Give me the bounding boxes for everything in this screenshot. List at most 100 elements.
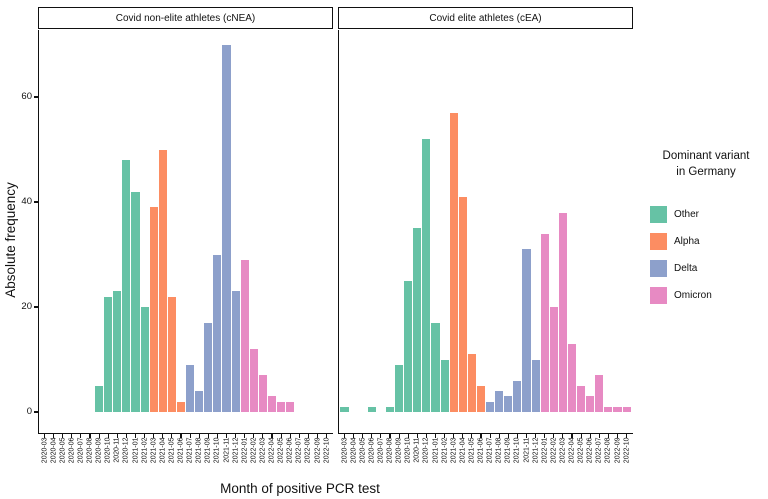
x-tick-label-month: 2022-08 <box>604 437 612 463</box>
x-tick-mark <box>253 433 255 438</box>
x-tick-label-month: 2021-08 <box>195 437 203 463</box>
x-axis-line-panel1 <box>38 433 333 435</box>
x-tick-label-month: 2021-02 <box>441 437 449 463</box>
x-tick-label-month: 2020-07 <box>77 437 85 463</box>
y-tick-label: 0 <box>26 406 32 417</box>
x-tick-mark <box>471 433 473 438</box>
bar <box>577 385 586 412</box>
x-tick-label-month: 2020-06 <box>368 437 376 463</box>
bar <box>404 280 413 412</box>
bar <box>131 191 140 412</box>
x-tick-label-month: 2020-06 <box>68 437 76 463</box>
bar <box>167 296 176 412</box>
bar <box>604 406 613 412</box>
legend-item-delta: Delta <box>650 260 768 277</box>
x-tick-mark <box>62 433 64 438</box>
facet-strip-cnea: Covid non-elite athletes (cNEA) <box>38 7 333 29</box>
x-tick-mark <box>553 433 555 438</box>
x-tick-label-month: 2022-02 <box>250 437 258 463</box>
facet-strip-label-cea: Covid elite athletes (cEA) <box>429 12 542 24</box>
bar <box>385 406 395 412</box>
x-tick-label-month: 2021-11 <box>223 437 230 463</box>
x-tick-label-month: 2020-04 <box>350 437 358 463</box>
bar <box>540 233 549 412</box>
x-tick-label-month: 2022-02 <box>550 437 558 463</box>
bar <box>440 359 449 412</box>
bar <box>467 354 476 412</box>
x-axis-title: Month of positive PCR test <box>220 481 380 496</box>
legend-swatch-omicron <box>650 287 667 304</box>
x-tick-mark <box>80 433 82 438</box>
x-tick-mark <box>453 433 455 438</box>
x-tick-label-month: 2020-05 <box>359 437 367 463</box>
bar <box>267 396 277 412</box>
x-tick-mark <box>434 433 437 438</box>
bar <box>204 322 213 412</box>
x-tick-mark <box>544 433 546 438</box>
x-tick-mark <box>98 433 100 438</box>
legend-items: Other Alpha Delta Omicron <box>644 206 768 304</box>
y-axis-line-panel1 <box>38 30 40 433</box>
y-tick-mark <box>34 411 38 413</box>
y-tick-mark <box>34 306 38 308</box>
x-tick-label-month: 2021-03 <box>150 437 158 463</box>
x-tick-label-month: 2022-03 <box>259 437 267 463</box>
x-tick-label-month: 2020-08 <box>386 437 394 463</box>
x-tick-label-month: 2022-10 <box>623 437 631 463</box>
x-tick-mark <box>326 433 328 438</box>
x-tick-label-month: 2020-04 <box>50 437 58 463</box>
x-tick-label-month: 2020-05 <box>59 437 67 463</box>
x-tick-label-month: 2021-05 <box>168 437 176 463</box>
x-tick-mark <box>307 433 309 438</box>
y-tick-mark <box>34 201 38 203</box>
bar <box>476 385 486 412</box>
legend-label: Delta <box>674 263 698 274</box>
bar <box>613 406 622 412</box>
x-tick-label-month: 2022-05 <box>277 437 285 463</box>
x-tick-mark <box>180 433 182 438</box>
x-tick-label-month: 2021-10 <box>213 437 221 463</box>
x-tick-mark <box>271 433 273 438</box>
bar <box>249 349 258 412</box>
legend-item-alpha: Alpha <box>650 233 768 250</box>
x-tick-mark <box>480 433 482 438</box>
bar <box>104 296 113 412</box>
x-tick-label-month: 2022-06 <box>586 437 594 463</box>
x-tick-mark <box>43 433 46 438</box>
x-tick-mark <box>198 433 200 438</box>
y-tick-mark <box>34 96 38 98</box>
x-tick-label-month: 2021-04 <box>459 437 467 463</box>
bar <box>449 112 458 412</box>
x-tick-label-month: 2020-10 <box>104 437 112 463</box>
y-tick-label: 40 <box>21 196 32 207</box>
bar <box>213 254 222 412</box>
x-tick-label-month: 2021-02 <box>141 437 149 463</box>
legend-title-line1: Dominant variant <box>662 150 750 162</box>
bar <box>158 149 167 412</box>
bar <box>122 160 131 412</box>
legend-swatch-delta <box>650 260 667 277</box>
x-axis-line-panel2 <box>338 433 633 435</box>
x-tick-mark <box>171 433 173 438</box>
bar <box>195 391 204 412</box>
x-tick-label-month: 2022-04 <box>568 437 576 463</box>
x-tick-mark <box>462 433 464 438</box>
bar <box>549 307 558 412</box>
bar <box>277 401 286 412</box>
x-tick-label-month: 2021-03 <box>450 437 458 463</box>
x-tick-label-month: 2021-09 <box>204 437 212 463</box>
x-tick-mark <box>353 433 355 438</box>
x-tick-mark <box>562 433 564 438</box>
x-tick-label-month: 2021-01 <box>432 437 439 463</box>
x-tick-label-month: 2022-10 <box>323 437 331 463</box>
legend-label: Omicron <box>674 290 712 301</box>
x-tick-mark <box>626 433 628 438</box>
x-tick-label-month: 2022-09 <box>314 437 321 463</box>
x-tick-mark <box>525 433 528 438</box>
bar <box>258 375 267 412</box>
x-tick-mark <box>89 433 91 438</box>
bar <box>513 380 522 412</box>
x-tick-mark <box>189 433 191 438</box>
x-tick-label-month: 2022-08 <box>304 437 312 463</box>
